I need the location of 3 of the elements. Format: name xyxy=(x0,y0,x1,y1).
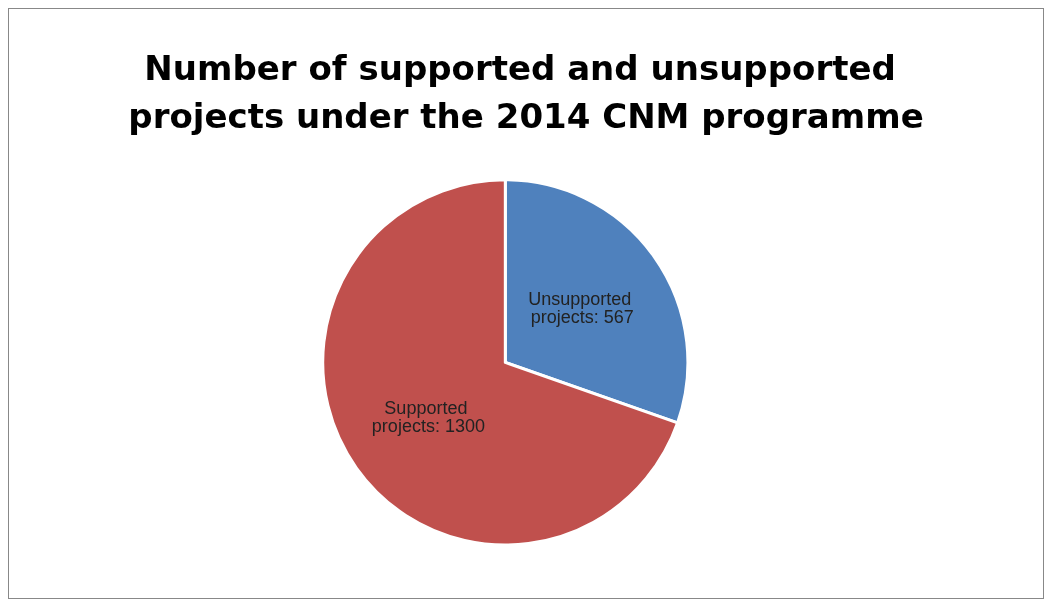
chart-title: Number of supported and unsupported projects under the 2014 CNM programme xyxy=(128,48,924,136)
slice-label: Unsupported projects: 567 xyxy=(528,288,637,327)
slice-label: Supported projects: 1300 xyxy=(371,397,485,436)
